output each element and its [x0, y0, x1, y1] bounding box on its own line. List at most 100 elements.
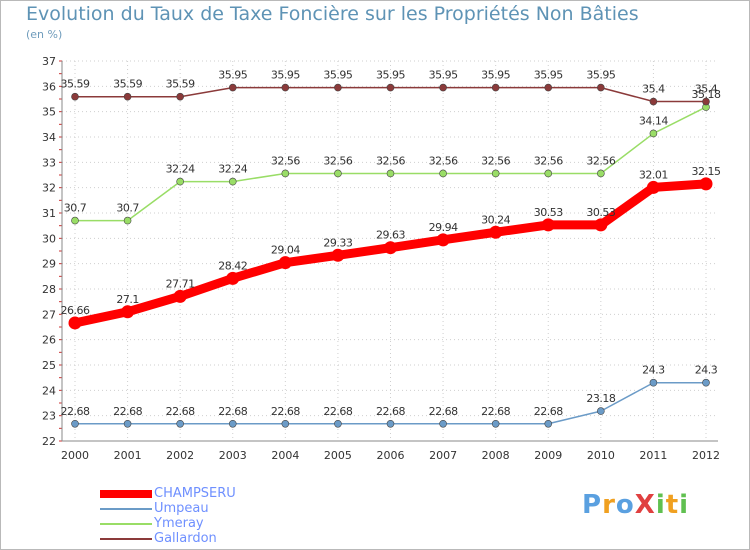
- legend-swatch: [100, 537, 152, 540]
- data-label: 35.95: [218, 69, 247, 82]
- data-label: 35.95: [586, 69, 615, 82]
- data-label: 27.71: [166, 277, 195, 290]
- y-tick-label: 37: [42, 55, 56, 68]
- data-label: 29.33: [323, 236, 352, 249]
- data-point: [228, 83, 237, 92]
- data-label: 28.42: [218, 259, 247, 272]
- data-point: [281, 83, 290, 92]
- data-point: [278, 256, 292, 270]
- y-tick-label: 30: [42, 232, 56, 245]
- data-point: [281, 419, 290, 428]
- y-tick-label: 33: [42, 156, 56, 169]
- data-label: 30.7: [64, 202, 87, 215]
- data-point: [702, 97, 710, 106]
- legend-swatch: [100, 489, 152, 498]
- data-point: [386, 169, 395, 178]
- data-point: [544, 83, 553, 92]
- data-point: [436, 233, 450, 247]
- data-label: 22.68: [218, 405, 247, 418]
- data-point: [71, 92, 79, 101]
- logo-letter: r: [602, 490, 616, 520]
- data-label: 35.95: [376, 69, 405, 82]
- data-point: [649, 129, 658, 138]
- logo-letter: X: [634, 490, 656, 520]
- data-point: [68, 316, 82, 330]
- chart-subtitle: (en %): [26, 28, 63, 41]
- y-tick-label: 27: [42, 308, 56, 321]
- data-label: 32.24: [166, 163, 195, 176]
- legend-swatch: [100, 507, 152, 510]
- y-tick-label: 29: [42, 258, 56, 271]
- logo-letter: o: [615, 490, 635, 520]
- data-label: 35.95: [323, 69, 352, 82]
- chart-title: Evolution du Taux de Taxe Foncière sur l…: [26, 3, 639, 25]
- legend-item-champseru: CHAMPSERU: [100, 486, 236, 501]
- legend-item-umpeau: Umpeau: [100, 501, 236, 516]
- data-label: 32.56: [376, 154, 405, 167]
- data-point: [489, 225, 503, 239]
- data-label: 26.66: [61, 304, 90, 317]
- legend-label: Ymeray: [154, 516, 204, 531]
- data-point: [123, 419, 132, 428]
- data-label: 34.14: [639, 114, 668, 127]
- data-point: [334, 83, 342, 92]
- data-point: [334, 169, 342, 178]
- data-point: [491, 419, 500, 428]
- y-tick-label: 24: [42, 384, 56, 397]
- x-tick-label: 2002: [166, 449, 194, 462]
- data-label: 35.59: [166, 78, 195, 91]
- data-point: [649, 97, 658, 106]
- data-point: [386, 419, 395, 428]
- y-tick-label: 23: [42, 410, 56, 423]
- data-point: [597, 407, 605, 415]
- data-label: 35.18: [692, 88, 721, 101]
- data-label: 32.15: [692, 165, 721, 178]
- data-label: 32.56: [429, 154, 458, 167]
- data-label: 35.4: [695, 83, 718, 96]
- data-label: 22.68: [481, 405, 510, 418]
- data-point: [71, 419, 79, 428]
- data-point: [544, 419, 553, 428]
- data-label: 35.95: [271, 69, 300, 82]
- data-point: [173, 289, 187, 303]
- legend-label: CHAMPSERU: [154, 486, 236, 501]
- legend-label: Gallardon: [154, 531, 217, 546]
- legend-swatch: [100, 522, 152, 525]
- data-point: [228, 419, 237, 428]
- data-label: 35.95: [534, 69, 563, 82]
- x-tick-label: 2003: [219, 449, 247, 462]
- data-point: [594, 218, 608, 232]
- data-label: 32.56: [534, 154, 563, 167]
- data-point: [597, 169, 605, 178]
- data-point: [123, 92, 132, 101]
- data-label: 22.68: [166, 405, 195, 418]
- data-label: 30.53: [534, 206, 563, 219]
- data-point: [123, 216, 132, 225]
- y-tick-label: 35: [42, 106, 56, 119]
- data-point: [226, 271, 240, 285]
- data-label: 32.56: [586, 154, 615, 167]
- data-label: 35.59: [61, 78, 90, 91]
- data-label: 22.68: [323, 405, 352, 418]
- data-point: [439, 169, 447, 178]
- data-label: 32.01: [639, 168, 668, 181]
- data-point: [544, 169, 553, 178]
- y-tick-label: 26: [42, 334, 56, 347]
- legend-item-ymeray: Ymeray: [100, 516, 236, 531]
- x-tick-label: 2001: [114, 449, 142, 462]
- data-label: 32.56: [271, 154, 300, 167]
- data-point: [281, 169, 290, 178]
- data-label: 23.18: [586, 392, 615, 405]
- data-label: 35.59: [113, 78, 142, 91]
- legend-item-gallardon: Gallardon: [100, 531, 236, 546]
- logo-letter: i: [655, 490, 666, 520]
- data-label: 22.68: [113, 405, 142, 418]
- data-label: 22.68: [61, 405, 90, 418]
- x-tick-label: 2009: [534, 449, 562, 462]
- data-point: [491, 169, 500, 178]
- data-point: [331, 248, 345, 262]
- data-label: 22.68: [376, 405, 405, 418]
- data-label: 22.68: [271, 405, 300, 418]
